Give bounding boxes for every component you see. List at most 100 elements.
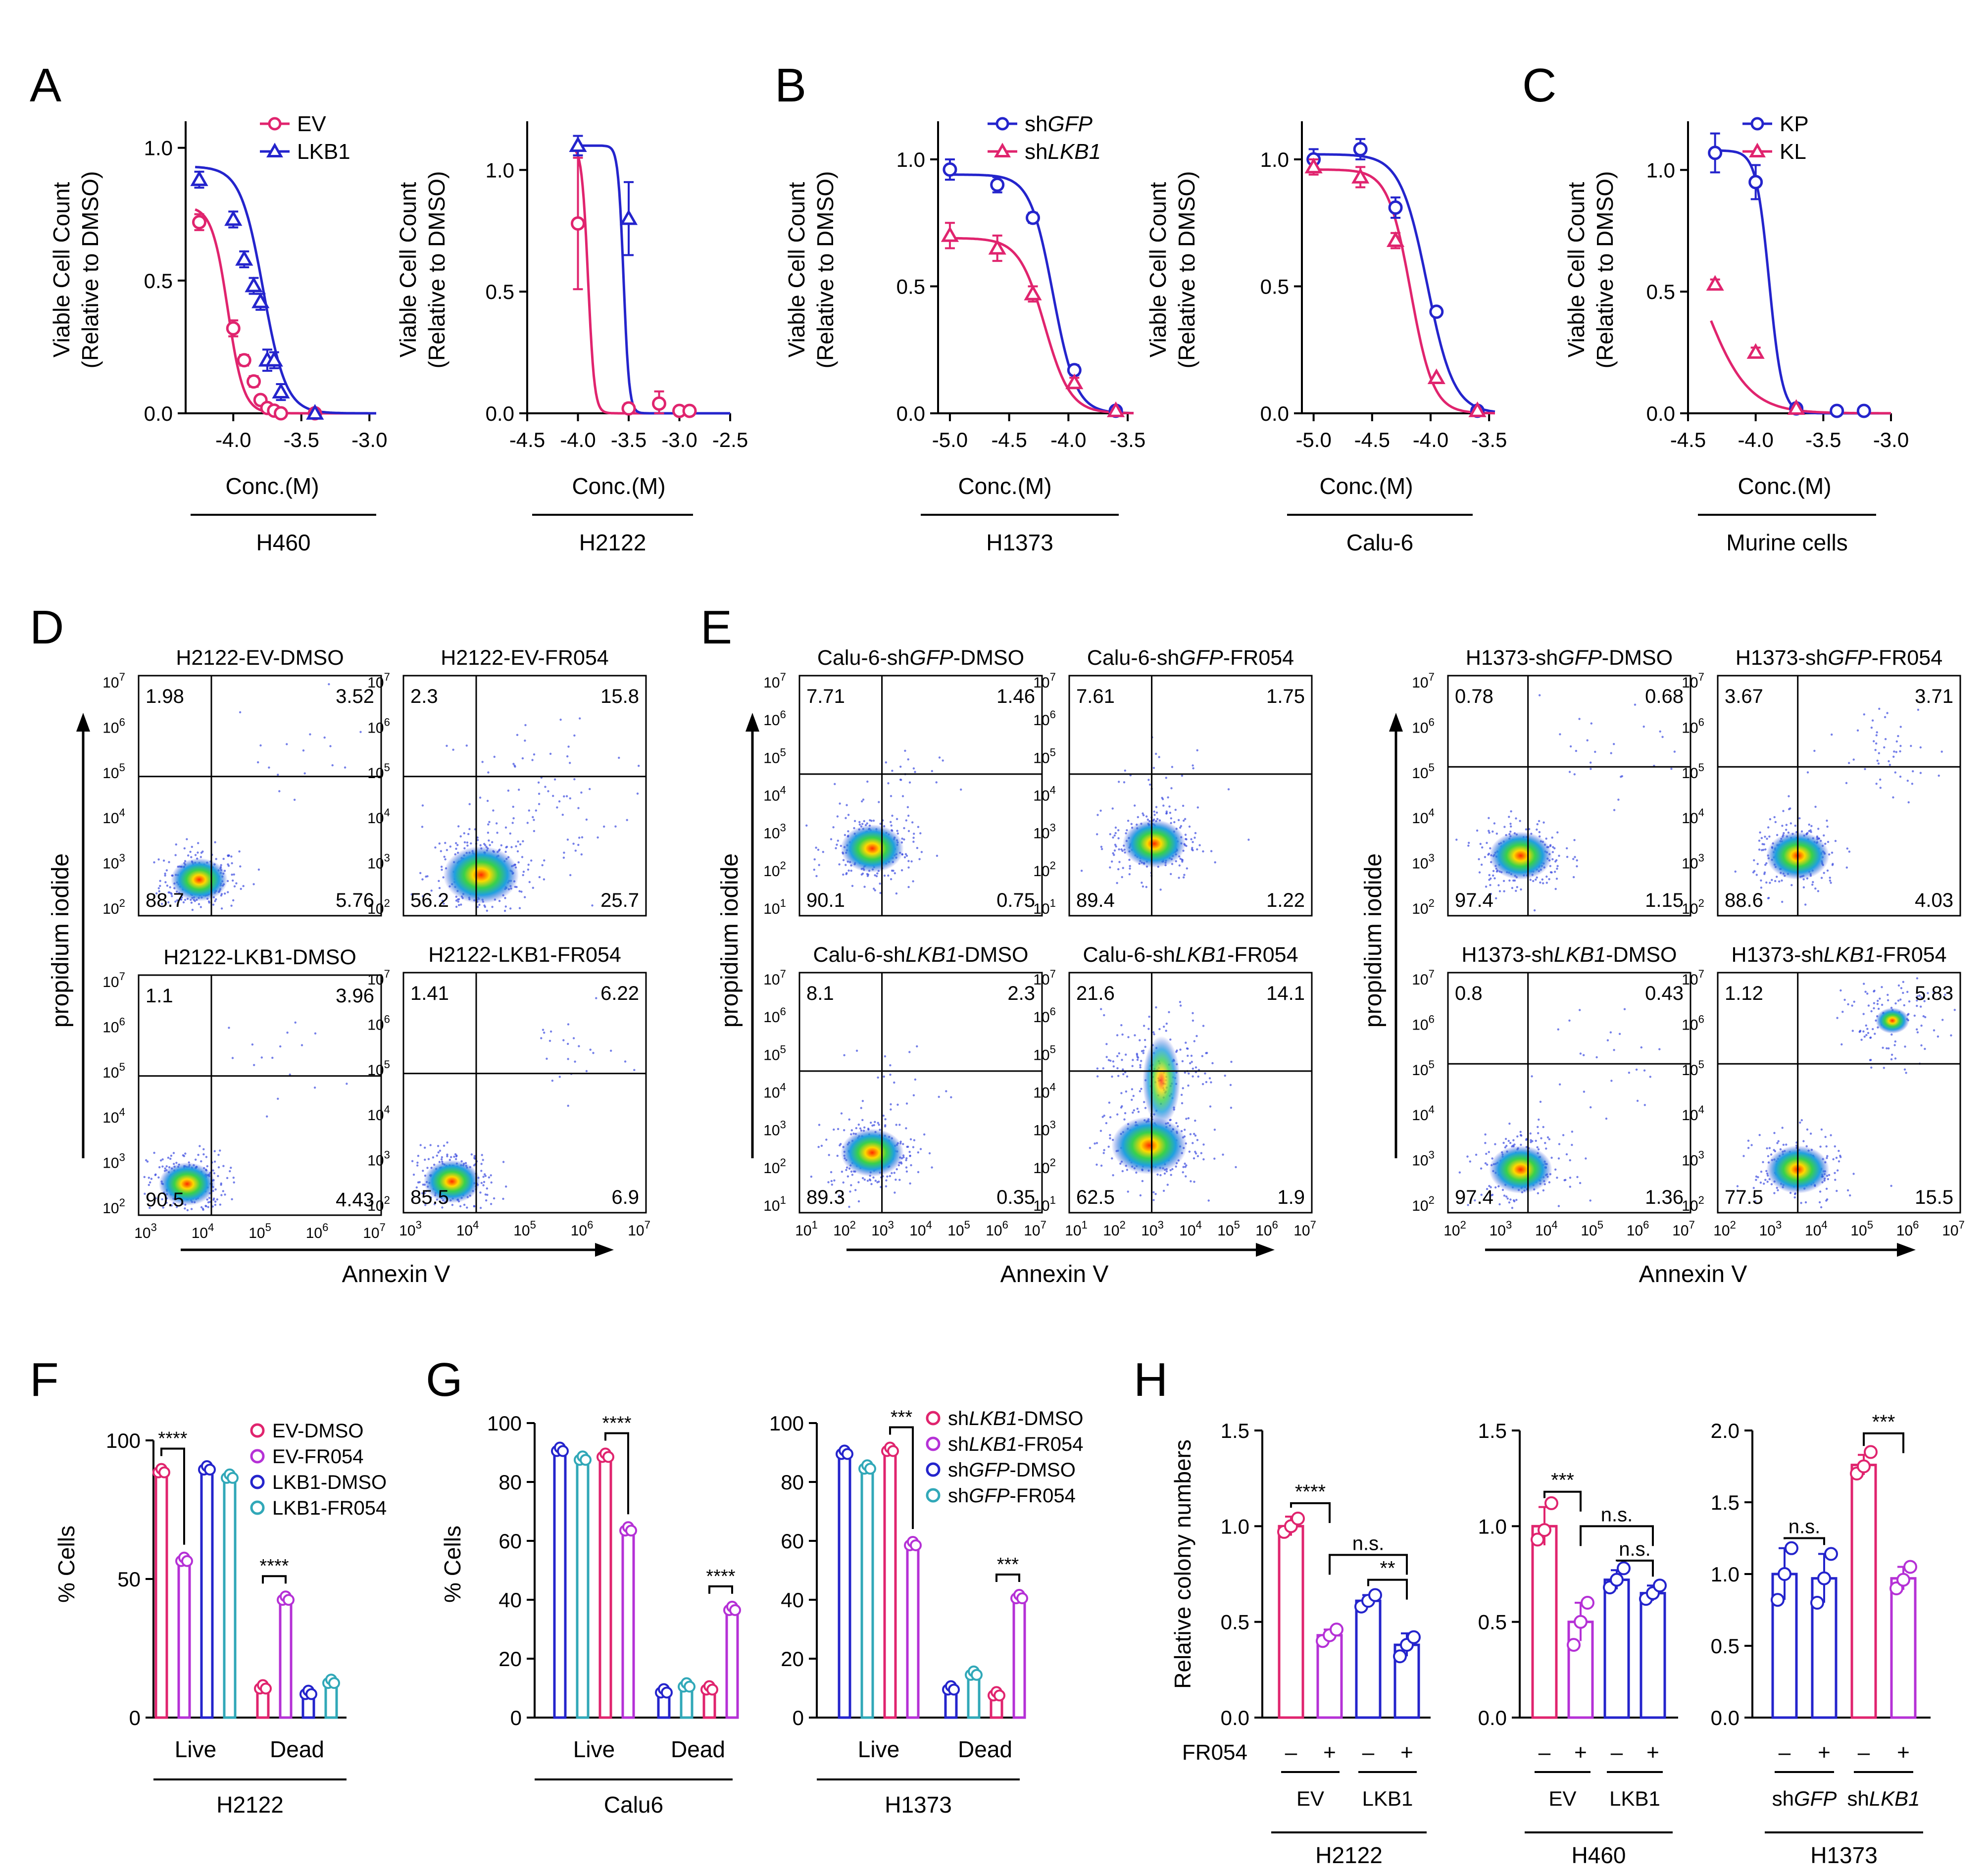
event-dot: [861, 1119, 864, 1121]
event-dot: [459, 835, 462, 838]
event-dot: [1907, 801, 1910, 804]
event-dot: [1171, 766, 1174, 768]
event-dot: [486, 799, 489, 802]
event-dot: [558, 800, 561, 803]
data-point: [1746, 343, 1765, 359]
event-dot: [222, 1190, 224, 1192]
event-dot: [1873, 1007, 1875, 1010]
event-dot: [885, 1185, 888, 1187]
event-dot: [1826, 825, 1829, 828]
event-dot: [1139, 1090, 1142, 1092]
y-tick-label: 0.5: [144, 269, 173, 293]
svg-text:Annexin V: Annexin V: [1639, 1261, 1747, 1287]
event-dot: [1539, 1100, 1542, 1103]
conc-x-label-b2: Conc.(M): [1319, 473, 1413, 499]
legend-marker: [1750, 117, 1764, 131]
event-dot: [1585, 1157, 1587, 1160]
event-dot: [1128, 873, 1131, 876]
y-tick-label: 1.0: [896, 148, 925, 171]
event-dot: [836, 1154, 839, 1157]
event-dot: [1881, 986, 1883, 988]
event-dot: [527, 863, 530, 866]
event-dot: [1904, 1045, 1906, 1048]
event-dot: [1634, 703, 1637, 706]
event-dot: [515, 845, 517, 848]
event-dot: [1475, 1153, 1478, 1156]
event-dot: [1557, 1028, 1559, 1031]
bar: [223, 1475, 237, 1719]
fit-curve: [946, 173, 1134, 415]
event-dot: [1752, 1186, 1755, 1189]
treatment-sign: –: [1362, 1740, 1375, 1765]
event-dot: [182, 901, 185, 904]
event-dot: [1899, 750, 1901, 753]
event-dot: [460, 903, 462, 906]
legend-label: shGFP: [1025, 112, 1093, 136]
event-dot: [217, 1175, 219, 1178]
panel-letter-c: C: [1522, 59, 1556, 112]
event-dot: [232, 879, 234, 882]
event-dot: [1533, 909, 1536, 912]
event-dot: [1867, 1004, 1870, 1007]
event-dot: [162, 1206, 164, 1209]
event-dot: [1618, 1033, 1621, 1035]
event-dot: [438, 880, 440, 883]
event-dot: [473, 1155, 476, 1157]
replicate-dot: [887, 1445, 899, 1457]
event-dot: [1830, 1134, 1832, 1136]
event-dot: [895, 818, 898, 820]
event-dot: [1827, 1178, 1829, 1181]
flow-plot-frame: [1717, 675, 1961, 917]
cell-line-label: H460: [1572, 1842, 1626, 1868]
event-dot: [835, 847, 837, 849]
event-dot: [908, 1151, 911, 1153]
event-dot: [1502, 1141, 1505, 1144]
event-dot: [1185, 1175, 1187, 1178]
event-dot: [175, 843, 177, 846]
event-dot: [1484, 856, 1487, 858]
y-tick-label: 0.0: [144, 402, 173, 425]
data-point: [306, 404, 324, 420]
event-dot: [1846, 847, 1848, 850]
event-dot: [1202, 1025, 1205, 1027]
event-dot: [1759, 831, 1761, 834]
event-dot: [1177, 819, 1180, 822]
event-dot: [424, 1146, 426, 1149]
event-dot: [1892, 796, 1894, 799]
event-dot: [1826, 1155, 1829, 1157]
legend-label: KP: [1780, 112, 1809, 136]
event-dot: [1754, 1200, 1756, 1203]
event-dot: [161, 1198, 163, 1200]
event-dot: [1170, 1174, 1172, 1176]
event-dot: [1140, 1060, 1143, 1062]
event-dot: [511, 822, 514, 824]
x-tick-label: 106: [571, 1219, 594, 1239]
event-dot: [1937, 1035, 1939, 1038]
event-dot: [911, 821, 914, 824]
event-dot: [905, 854, 908, 857]
event-dot: [1756, 863, 1759, 865]
replicate-dot: [305, 1688, 317, 1700]
event-dot: [1117, 868, 1120, 871]
event-dot: [1139, 1066, 1142, 1069]
event-dot: [884, 1124, 887, 1127]
event-dot: [1537, 1126, 1539, 1128]
x-tick-label: 106: [306, 1221, 329, 1241]
event-dot: [1542, 882, 1544, 885]
event-dot: [443, 855, 446, 858]
quadrant-lr-value: 1.9: [1277, 1186, 1305, 1208]
event-dot: [1537, 1192, 1540, 1194]
event-dot: [1783, 832, 1785, 835]
event-dot: [1798, 817, 1801, 820]
y-tick-label: 102: [102, 1196, 125, 1217]
event-dot: [827, 1181, 830, 1183]
event-dot: [569, 797, 572, 800]
y-tick-label: 0.0: [1646, 402, 1675, 425]
event-dot: [1556, 1177, 1558, 1179]
event-dot: [259, 744, 262, 747]
event-dot: [182, 1154, 185, 1157]
legend-marker: [926, 1411, 941, 1426]
event-dot: [490, 1203, 493, 1205]
event-dot: [486, 1193, 489, 1196]
